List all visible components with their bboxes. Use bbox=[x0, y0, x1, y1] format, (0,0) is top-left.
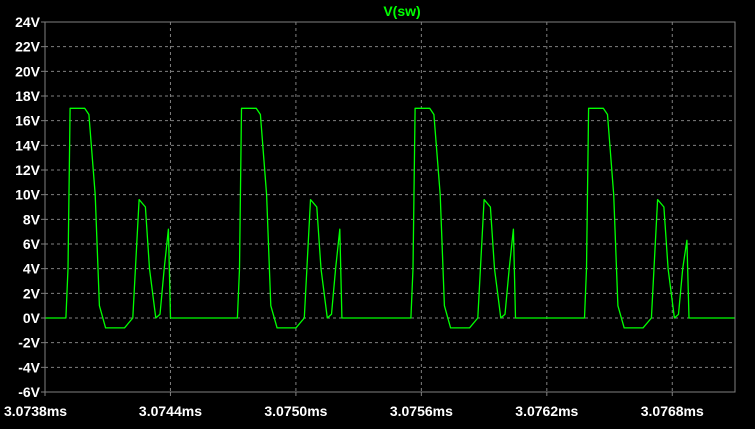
x-tick-label: 3.0750ms bbox=[264, 403, 327, 419]
y-tick-label: 22V bbox=[15, 39, 41, 55]
x-tick-label: 3.0738ms bbox=[4, 403, 67, 419]
y-tick-label: 24V bbox=[15, 14, 41, 30]
y-axis-ticks: 24V 22V 20V 18V 16V 14V 12V 10V 8V 6V 4V 2V 0V -2V -4V… bbox=[15, 14, 45, 400]
y-tick-label: 10V bbox=[15, 187, 41, 203]
x-tick-label: 3.0768ms bbox=[641, 403, 704, 419]
x-tick-label: 3.0744ms bbox=[139, 403, 202, 419]
y-tick-label: 8V bbox=[23, 211, 41, 227]
grid bbox=[45, 22, 735, 392]
trace-layer bbox=[45, 107, 735, 329]
x-axis-ticks: 3.0738ms 3.0744ms 3.0750ms 3.0756ms 3.0762ms… bbox=[4, 392, 704, 419]
x-tick-label: 3.0756ms bbox=[390, 403, 453, 419]
y-tick-label: 18V bbox=[15, 88, 41, 104]
y-tick-label: 2V bbox=[23, 285, 41, 301]
y-tick-label: -6V bbox=[18, 384, 40, 400]
y-tick-label: 12V bbox=[15, 162, 41, 178]
y-tick-label: -4V bbox=[18, 359, 40, 375]
y-tick-label: 14V bbox=[15, 137, 41, 153]
x-tick-label: 3.0762ms bbox=[515, 403, 578, 419]
y-tick-label: 20V bbox=[15, 63, 41, 79]
trace-v-sw[interactable] bbox=[45, 107, 735, 329]
plot-frame bbox=[44, 21, 736, 393]
y-tick-label: 0V bbox=[23, 310, 41, 326]
y-tick-label: 6V bbox=[23, 236, 41, 252]
y-tick-label: -2V bbox=[18, 335, 40, 351]
y-tick-label: 16V bbox=[15, 113, 41, 129]
plot-title[interactable]: V(sw) bbox=[383, 3, 420, 19]
y-tick-label: 4V bbox=[23, 261, 41, 277]
